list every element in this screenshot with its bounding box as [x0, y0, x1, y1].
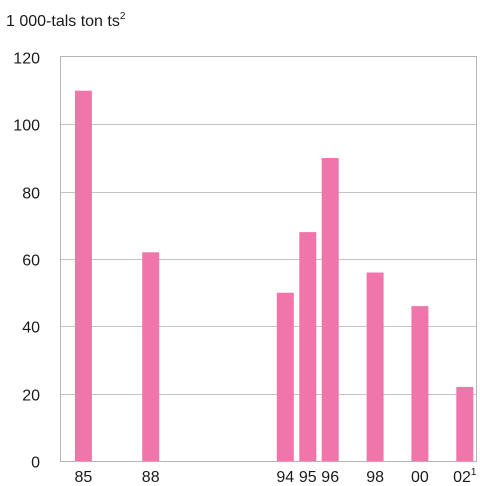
y-tick-label: 100	[13, 118, 40, 135]
y-unit-label: 1 000-tals ton ts2	[6, 11, 126, 30]
x-tick-label: 00	[411, 469, 429, 486]
plot-frame	[60, 56, 477, 462]
x-tick-label: 021	[453, 467, 477, 486]
x-axis-ticks: 85 88 94 95 96 98 00 021	[75, 467, 477, 486]
bars	[74, 90, 474, 461]
y-tick-label: 60	[22, 253, 40, 270]
y-tick-label: 40	[22, 320, 40, 337]
grid	[61, 124, 476, 395]
bar-98	[366, 272, 384, 461]
bar-95	[299, 232, 317, 461]
x-tick-label: 98	[366, 469, 384, 486]
bar-02	[456, 386, 474, 461]
bar-00	[411, 306, 429, 461]
y-tick-label: 0	[31, 455, 40, 472]
bar-96	[321, 158, 339, 461]
bar-88	[142, 252, 160, 461]
y-axis-ticks: 0 20 40 60 80 100 120	[13, 51, 40, 472]
y-tick-label: 80	[22, 186, 40, 203]
y-tick-label: 20	[22, 388, 40, 405]
y-tick-label: 120	[13, 51, 40, 68]
x-tick-label: 88	[142, 469, 160, 486]
x-tick-label: 96	[321, 469, 339, 486]
bar-85	[74, 90, 92, 461]
x-tick-label: 94	[276, 469, 294, 486]
footnote-marker: 1	[471, 467, 477, 478]
x-tick-label: 95	[299, 469, 317, 486]
x-tick-label: 85	[75, 469, 93, 486]
bar-94	[276, 292, 294, 461]
